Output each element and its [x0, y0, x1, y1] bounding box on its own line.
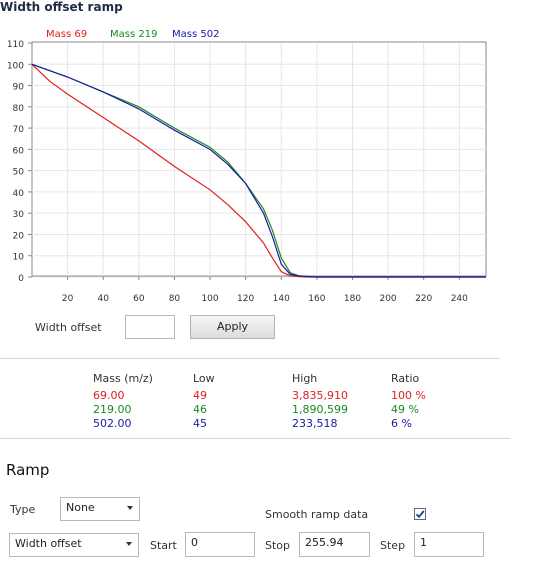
- type-label: Type: [10, 503, 36, 516]
- mass-table: Mass (m/z) Low High Ratio 69.00 49 3,835…: [0, 372, 536, 432]
- chart-title: Width offset ramp: [0, 0, 123, 14]
- table-cell-high: 233,518: [292, 417, 338, 430]
- series-line: [31, 63, 486, 278]
- type-select-value: None: [66, 501, 95, 514]
- y-tick-label: 10: [13, 253, 25, 263]
- table-cell-mass: 219.00: [93, 403, 132, 416]
- ramp-parameter-select[interactable]: Width offset: [9, 533, 139, 557]
- step-label: Step: [380, 539, 406, 552]
- x-tick-label: 120: [237, 294, 254, 304]
- col-header-ratio: Ratio: [391, 372, 420, 385]
- y-tick-label: 90: [13, 83, 25, 93]
- stop-label: Stop: [265, 539, 291, 552]
- y-tick-label: 70: [13, 125, 25, 135]
- y-tick-label: 80: [13, 104, 25, 114]
- table-cell-mass: 69.00: [93, 389, 125, 402]
- x-tick-label: 20: [62, 294, 74, 304]
- smooth-ramp-checkbox[interactable]: [414, 508, 426, 520]
- width-offset-chart: 0 10 20 30 40 50 60 70 80 90 100 110 20 40 60 80 100 120 1…: [7, 29, 487, 304]
- ramp-section-title: Ramp: [6, 461, 50, 479]
- x-tick-label: 100: [201, 294, 218, 304]
- x-tick-label: 80: [169, 294, 181, 304]
- x-tick-label: 60: [133, 294, 145, 304]
- smooth-ramp-label: Smooth ramp data: [265, 508, 369, 521]
- start-input[interactable]: 0: [185, 532, 255, 557]
- step-input[interactable]: 1: [414, 532, 484, 557]
- y-tick-label: 110: [7, 40, 24, 50]
- y-tick-label: 40: [13, 189, 25, 199]
- col-header-low: Low: [193, 372, 215, 385]
- table-cell-low: 46: [193, 403, 207, 416]
- divider-1: [0, 358, 500, 359]
- x-tick-label: 180: [344, 294, 361, 304]
- x-tick-label: 160: [308, 294, 325, 304]
- table-cell-high: 3,835,910: [292, 389, 348, 402]
- start-label: Start: [150, 539, 177, 552]
- col-header-high: High: [292, 372, 318, 385]
- legend-entry: Mass 219: [110, 29, 157, 40]
- apply-button[interactable]: Apply: [190, 315, 275, 339]
- x-tick-label: 200: [379, 294, 396, 304]
- table-cell-ratio: 100 %: [391, 389, 426, 402]
- y-tick-label: 100: [7, 61, 24, 71]
- type-select[interactable]: None: [60, 497, 140, 521]
- table-cell-mass: 502.00: [93, 417, 132, 430]
- checkmark-icon: [415, 510, 425, 519]
- x-tick-label: 140: [273, 294, 290, 304]
- x-tick-label: 220: [415, 294, 432, 304]
- table-cell-low: 49: [193, 389, 207, 402]
- table-cell-ratio: 49 %: [391, 403, 419, 416]
- width-offset-label: Width offset: [35, 321, 102, 334]
- y-tick-label: 0: [18, 274, 24, 284]
- y-tick-label: 20: [13, 231, 25, 241]
- stop-input[interactable]: 255.94: [299, 532, 370, 557]
- divider-2: [0, 438, 510, 439]
- table-cell-high: 1,890,599: [292, 403, 348, 416]
- y-tick-label: 50: [13, 168, 25, 178]
- ramp-parameter-value: Width offset: [15, 537, 82, 550]
- table-cell-low: 45: [193, 417, 207, 430]
- y-tick-label: 30: [13, 210, 25, 220]
- chevron-down-icon: [126, 542, 132, 546]
- col-header-mass: Mass (m/z): [93, 372, 153, 385]
- y-tick-label: 60: [13, 146, 25, 156]
- chevron-down-icon: [127, 506, 133, 510]
- legend-entry: Mass 502: [172, 29, 219, 40]
- table-cell-ratio: 6 %: [391, 417, 412, 430]
- legend-entry: Mass 69: [46, 29, 87, 40]
- x-tick-label: 240: [451, 294, 468, 304]
- x-tick-label: 40: [97, 294, 109, 304]
- width-offset-input[interactable]: [125, 315, 175, 339]
- plot-area: [31, 41, 487, 277]
